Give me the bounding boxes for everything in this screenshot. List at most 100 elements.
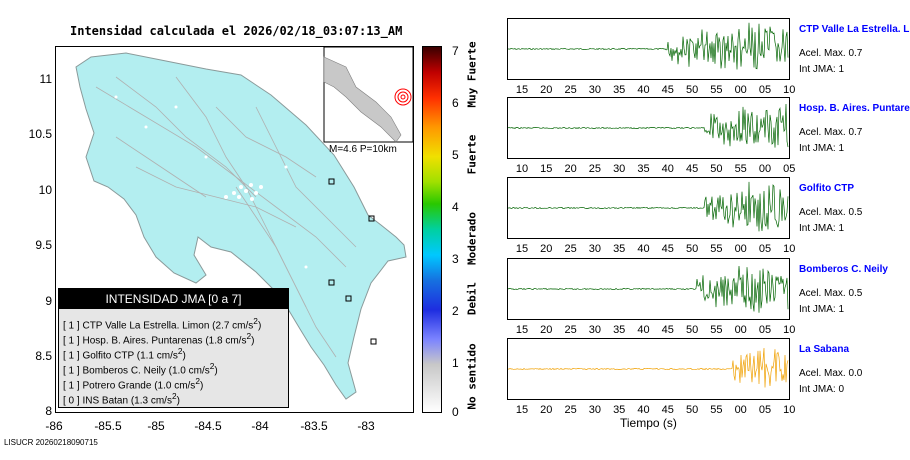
colorbar-tick: 0 (452, 405, 459, 419)
inset-landmass (323, 56, 402, 143)
station-name: La Sabana (799, 344, 850, 355)
time-tick-label: 10 (783, 84, 796, 96)
time-tick-row: 15 20 25 30 35 40 45 50 55 00 05 10 (507, 324, 796, 338)
time-tick-label: 25 (564, 84, 577, 96)
time-tick-label: 30 (588, 84, 602, 96)
colorbar-word: Debil (465, 281, 479, 316)
jma-intensity: Int JMA: 1 (799, 223, 845, 234)
time-tick-label: 45 (661, 324, 674, 336)
colorbar-tick: 6 (452, 96, 459, 110)
footer-id: LISUCR 20260218090715 (4, 438, 98, 447)
time-tick-row: 10 15 20 25 30 35 40 45 50 55 00 05 (507, 163, 796, 177)
legend-row: [ 1 ] Potrero Grande (1.0 cm/s2) (63, 376, 204, 392)
max-acceleration: Acel. Max. 0.7 (799, 48, 863, 59)
time-tick-label: 10 (783, 243, 796, 255)
time-tick-label: 55 (734, 163, 747, 175)
station-name: Bomberos C. Neily (799, 264, 888, 275)
colorbar-word: Fuerte (465, 134, 479, 175)
seismogram-panel (507, 177, 790, 239)
seismogram-trace (508, 22, 789, 70)
time-tick-label: 10 (783, 404, 796, 416)
time-tick-label: 15 (515, 243, 529, 255)
seismogram-panel (507, 338, 790, 400)
colorbar-tick: 5 (452, 148, 459, 162)
time-tick-label: 30 (588, 243, 602, 255)
magnitude-depth-label: M=4.6 P=10km (329, 144, 397, 155)
legend-title: INTENSIDAD JMA [0 a 7] (59, 289, 288, 309)
legend-row: [ 1 ] CTP Valle La Estrella. Limon (2.7 … (63, 316, 262, 332)
seismogram-trace (507, 265, 789, 313)
legend-row: [ 1 ] Golfito CTP (1.1 cm/s2) (63, 346, 186, 362)
time-tick-label: 15 (540, 163, 553, 175)
time-tick-label: 25 (564, 324, 577, 336)
time-tick-label: 15 (515, 84, 529, 96)
max-acceleration: Acel. Max. 0.7 (799, 127, 863, 138)
lat-label: 10 (38, 183, 52, 197)
map-title: Intensidad calculada el 2026/02/18_03:07… (70, 24, 403, 38)
lon-label: -83 (357, 419, 375, 433)
time-tick-label: 10 (783, 324, 796, 336)
time-tick-label: 05 (758, 324, 772, 336)
time-tick-label: 00 (734, 84, 747, 96)
time-tick-label: 35 (613, 243, 626, 255)
time-tick-label: 15 (515, 404, 529, 416)
time-tick-label: 35 (613, 84, 626, 96)
time-tick-label: 50 (685, 84, 699, 96)
time-tick-label: 40 (637, 84, 650, 96)
time-tick-label: 50 (685, 243, 699, 255)
time-tick-label: 45 (661, 243, 674, 255)
time-tick-label: 55 (710, 84, 723, 96)
lat-label: 9.5 (35, 238, 52, 252)
time-tick-label: 05 (758, 404, 772, 416)
colorbar-word: No sentido (465, 343, 479, 410)
max-acceleration: Acel. Max. 0.5 (799, 288, 863, 299)
time-tick-label: 55 (710, 404, 723, 416)
intensity-legend: INTENSIDAD JMA [0 a 7] [ 1 ] CTP Valle L… (58, 288, 289, 408)
colorbar-tick: 2 (452, 304, 459, 318)
station-name: Hosp. B. Aires. Puntarenas (799, 103, 910, 114)
town-markers (114, 95, 308, 269)
seismogram-trace (508, 181, 789, 232)
station-name: Golfito CTP (799, 183, 854, 194)
lat-label: 9 (45, 294, 52, 308)
lat-label: 10.5 (28, 127, 52, 141)
time-tick-label: 30 (588, 404, 602, 416)
jma-intensity: Int JMA: 0 (799, 384, 845, 395)
time-tick-label: 20 (540, 243, 553, 255)
lon-label: -86 (45, 419, 63, 433)
time-tick-label: 45 (661, 404, 674, 416)
seismogram-panel (507, 258, 790, 320)
colorbar-tick: 3 (452, 252, 459, 266)
max-acceleration: Acel. Max. 0.5 (799, 207, 863, 218)
station-markers (328, 178, 377, 345)
seismogram-panel (507, 97, 790, 159)
time-tick-label: 05 (783, 163, 796, 175)
jma-intensity: Int JMA: 1 (799, 143, 845, 154)
time-tick-label: 40 (661, 163, 674, 175)
time-tick-row: 15 20 25 30 35 40 45 50 55 00 05 10 (507, 404, 796, 418)
seismogram-panel (507, 18, 790, 80)
time-tick-label: 15 (515, 324, 529, 336)
time-tick-label: 05 (758, 84, 772, 96)
lat-label: 11 (39, 72, 52, 86)
time-tick-label: 50 (710, 163, 723, 175)
time-tick-label: 45 (661, 84, 674, 96)
time-tick-label: 45 (685, 163, 699, 175)
intensity-colorbar (422, 46, 442, 413)
time-tick-label: 50 (685, 324, 699, 336)
time-tick-label: 05 (758, 243, 772, 255)
legend-row: [ 1 ] Bomberos C. Neily (1.0 cm/s2) (63, 361, 218, 377)
time-tick-label: 20 (540, 324, 553, 336)
time-tick-label: 40 (637, 324, 650, 336)
time-tick-label: 40 (637, 404, 650, 416)
max-acceleration: Acel. Max. 0.0 (799, 368, 863, 379)
legend-row: [ 1 ] Hosp. B. Aires. Puntarenas (1.8 cm… (63, 331, 255, 347)
legend-row: [ 0 ] INS Batan (1.3 cm/s2) (63, 391, 180, 407)
colorbar-tick: 7 (452, 44, 459, 58)
time-tick-label: 40 (637, 243, 650, 255)
time-tick-label: 30 (588, 324, 602, 336)
time-tick-label: 50 (685, 404, 699, 416)
jma-intensity: Int JMA: 1 (799, 304, 845, 315)
lon-label: -84 (251, 419, 269, 433)
epicenter-marker (394, 88, 412, 106)
